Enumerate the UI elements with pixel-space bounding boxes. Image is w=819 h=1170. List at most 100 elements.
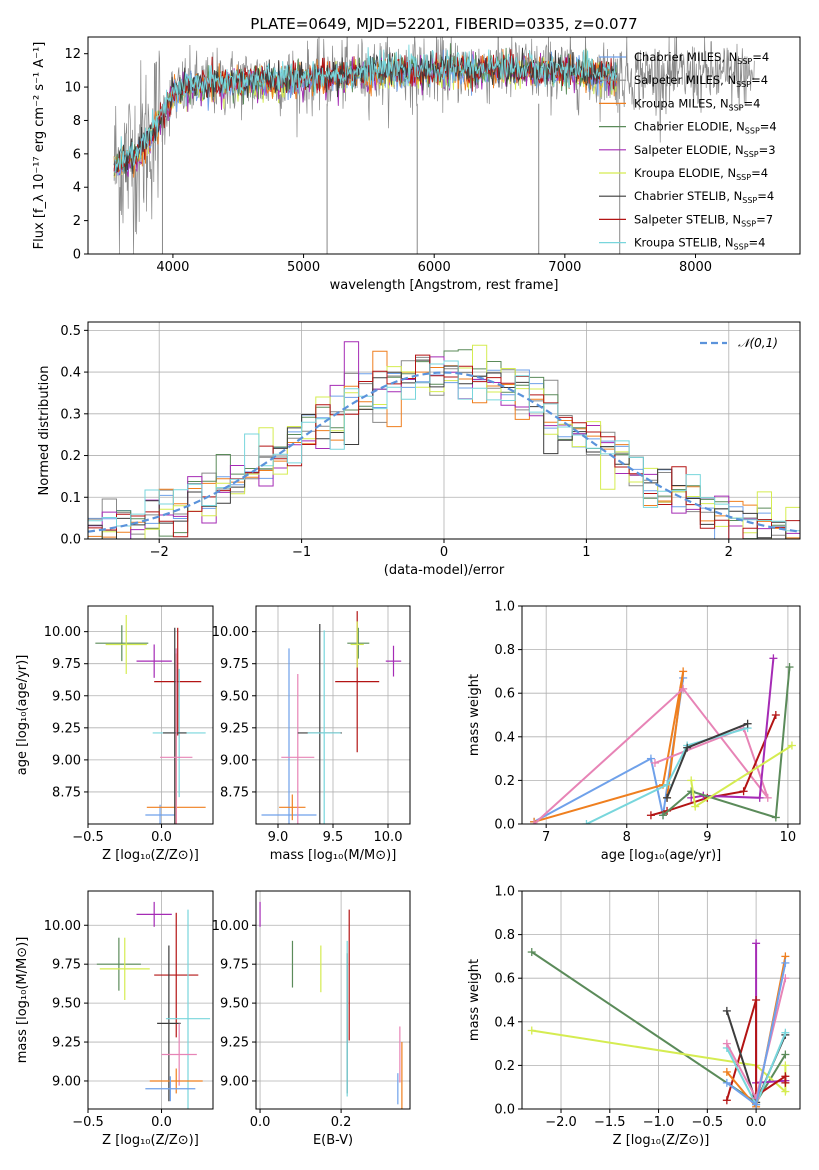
errorbar-point <box>105 614 147 674</box>
errorbar-point <box>385 645 402 677</box>
x-tick-label: 0.2 <box>331 1115 352 1130</box>
x-tick-label: −0.5 <box>692 1115 724 1130</box>
legend-label: Chabrier STELIB, NSSP=4 <box>634 189 774 205</box>
x-tick-label: 0.0 <box>250 1115 271 1130</box>
plus-marker <box>646 754 655 763</box>
legend-label: Chabrier MILES, NSSP=4 <box>634 50 769 66</box>
x-tick-label: −0.5 <box>72 830 104 845</box>
x-axis-label: wavelength [Angstrom, rest frame] <box>330 278 559 293</box>
errorbar-point <box>347 627 370 659</box>
x-tick-label: 9 <box>703 830 711 845</box>
plus-marker <box>530 820 539 824</box>
axes-mass_vs_EBV: 0.0 0.2 9.00 9.25 9.50 9.75 10.00 E(B-V) <box>212 890 411 1148</box>
y-tick-label: 9.50 <box>220 997 249 1012</box>
axes-age_vs_mass: 9.0 9.5 10.0 8.75 9.00 9.25 9.50 9.75 10.00 mass … <box>212 605 411 863</box>
plus-marker <box>771 711 780 719</box>
legend-label: Kroupa STELIB, NSSP=4 <box>634 236 765 252</box>
plus-marker <box>781 1087 790 1096</box>
y-tick-label: 0.4 <box>494 1015 515 1030</box>
plus-marker <box>722 1078 731 1087</box>
figure-title: PLATE=0649, MJD=52201, FIBERID=0335, z=0… <box>250 15 637 33</box>
normal-distribution-curve <box>88 371 800 533</box>
x-tick-label: −2.0 <box>545 1115 577 1130</box>
y-tick-label: 0.0 <box>494 818 515 833</box>
plus-marker <box>781 1061 790 1070</box>
axes-frame <box>521 890 801 1110</box>
errorbar-point <box>145 1076 196 1102</box>
histogram-salpeter_elodie <box>88 341 800 539</box>
plus-marker <box>527 948 536 957</box>
y-tick-label: 2 <box>73 214 81 229</box>
y-tick-label: 10.00 <box>212 625 249 640</box>
axes-massweight_vs_Z: −2.0 −1.5 −1.0 −0.5 0.0 0.0 0.2 0.4 0.6 0.8 1.0 Z [… <box>467 885 801 1148</box>
y-tick-label: 9.75 <box>52 657 81 672</box>
plus-marker <box>663 780 672 789</box>
plus-marker <box>687 787 696 796</box>
plus-marker <box>752 1100 761 1109</box>
y-tick-label: 4 <box>73 181 81 196</box>
y-tick-label: 0.8 <box>494 643 515 658</box>
mass-weight-line <box>691 658 775 799</box>
spectrum-legend: Chabrier MILES, NSSP=4 Salpeter MILES, NS… <box>599 50 777 252</box>
x-tick-label: 0.0 <box>151 830 172 845</box>
y-axis-label: mass [log₁₀(M/M⊙)] <box>15 937 30 1064</box>
plus-marker <box>663 793 672 802</box>
plus-marker <box>743 719 752 728</box>
legend-label: Chabrier ELODIE, NSSP=4 <box>634 120 777 136</box>
frame-age_vs_Z: −0.5 0.0 8.75 9.00 9.25 9.50 9.75 10.00 Z [log₁₀… <box>15 605 214 863</box>
y-tick-label: 0.6 <box>494 687 515 702</box>
errorbar-point <box>163 627 187 824</box>
plus-marker <box>722 1006 731 1015</box>
plus-marker <box>781 958 790 967</box>
y-tick-label: 9.00 <box>220 1074 249 1089</box>
x-tick-label: 0.0 <box>746 1115 767 1130</box>
y-tick-label: 0.0 <box>494 1103 515 1118</box>
y-tick-label: 9.25 <box>52 1036 81 1051</box>
y-axis-label: age [log₁₀(age/yr)] <box>15 655 30 776</box>
errorbar-point <box>149 1068 203 1094</box>
errorbar-point <box>136 901 172 927</box>
x-tick-label: −0.5 <box>72 1115 104 1130</box>
plus-marker <box>679 684 688 693</box>
plus-marker <box>752 996 761 1004</box>
mass-weight-line <box>533 671 685 823</box>
errorbar-point <box>99 937 150 1000</box>
errorbar-point <box>96 937 141 991</box>
mass-weight-line <box>586 727 748 824</box>
legend-label: 𝒩(0,1) <box>738 336 778 350</box>
y-tick-label: 0.2 <box>494 774 515 789</box>
frame-massweight_vs_Z: −2.0 −1.5 −1.0 −0.5 0.0 0.0 0.2 0.4 0.6 0.8 1.0 Z [… <box>467 885 801 1148</box>
x-axis-label: Z [log₁₀(Z/Z⊙)] <box>613 1133 710 1148</box>
frame-mass_vs_EBV: 0.0 0.2 9.00 9.25 9.50 9.75 10.00 E(B-V) <box>212 890 411 1148</box>
x-tick-label: 8 <box>623 830 631 845</box>
y-axis-label: mass weight <box>467 674 482 756</box>
y-tick-label: 10 <box>64 81 81 96</box>
y-tick-label: 9.75 <box>220 958 249 973</box>
x-tick-label: 10 <box>780 830 797 845</box>
axes-frame <box>87 605 214 825</box>
x-axis-label: E(B-V) <box>313 1133 353 1148</box>
y-tick-label: 8.75 <box>220 785 249 800</box>
histogram-legend: 𝒩(0,1) <box>700 336 778 350</box>
y-tick-label: 10.00 <box>44 919 81 934</box>
plus-marker <box>763 793 772 802</box>
y-tick-label: 6 <box>73 147 81 162</box>
errorbar-point <box>157 945 181 1102</box>
x-tick-label: 10.0 <box>374 830 403 845</box>
y-tick-label: 9.50 <box>220 689 249 704</box>
x-tick-label: 4000 <box>156 260 189 275</box>
axes-frame <box>255 890 411 1110</box>
x-tick-label: 7 <box>542 830 550 845</box>
plus-marker <box>781 1028 790 1037</box>
plus-marker <box>683 743 692 752</box>
plus-marker <box>787 741 796 750</box>
plus-marker <box>722 1039 731 1048</box>
axes-massweight_vs_age: 7 8 9 10 0.0 0.2 0.4 0.6 0.8 1.0 age [log₁₀(age/yr… <box>467 600 801 863</box>
y-tick-label: 10.00 <box>44 625 81 640</box>
x-tick-label: −1.0 <box>643 1115 675 1130</box>
x-tick-label: 5000 <box>287 260 320 275</box>
plus-marker <box>769 654 778 663</box>
x-tick-label: 6000 <box>418 260 451 275</box>
plus-marker <box>659 811 668 820</box>
plot-area-age_vs_mass <box>261 611 402 824</box>
